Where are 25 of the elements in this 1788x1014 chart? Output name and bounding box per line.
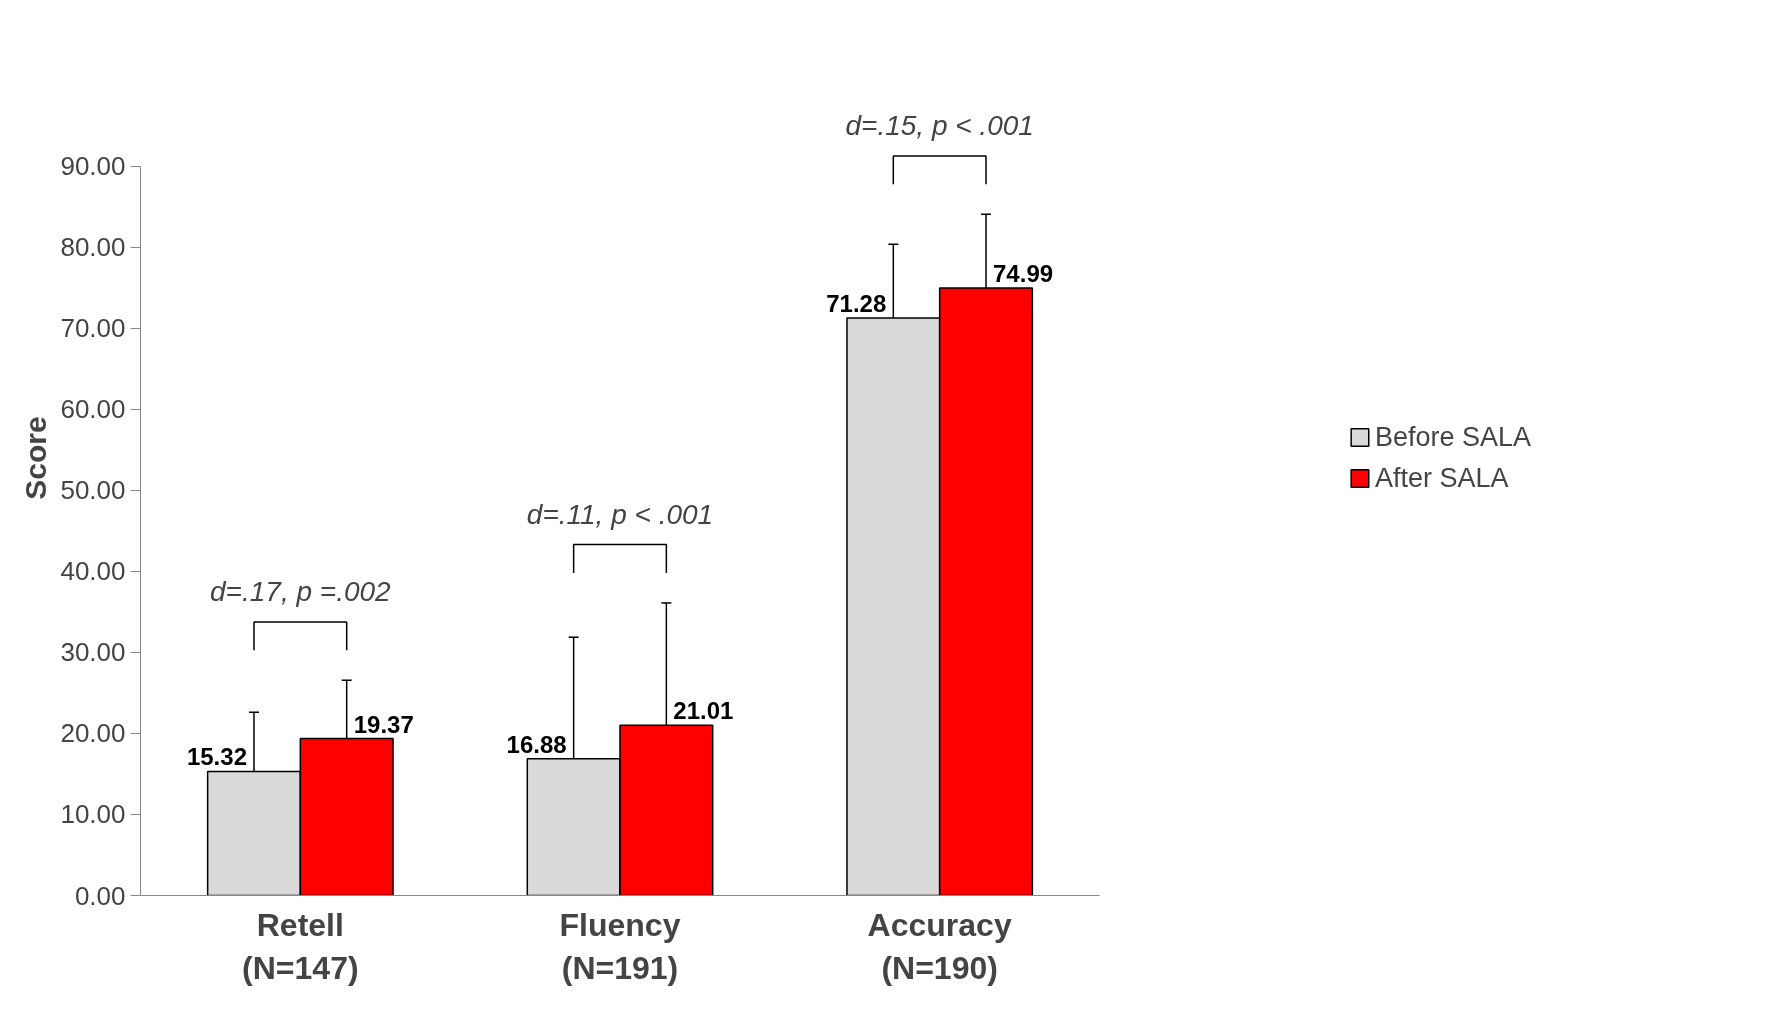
y-tick-label: 70.00 — [60, 313, 126, 344]
data-label: 21.01 — [673, 697, 734, 725]
y-axis-title: Score — [19, 416, 53, 500]
y-tick-label: 80.00 — [60, 232, 126, 263]
data-label: 19.37 — [353, 710, 414, 738]
y-tick-label: 40.00 — [60, 556, 126, 587]
annotation: d=.17, p =.002 — [210, 576, 392, 608]
data-label: 15.32 — [186, 743, 247, 771]
y-tick-label: 0.00 — [74, 880, 126, 911]
legend-label: After SALA — [1374, 462, 1509, 494]
data-label: 16.88 — [506, 730, 567, 758]
y-tick-label: 20.00 — [60, 718, 126, 749]
text: d=.15, p < .001 — [845, 110, 1034, 142]
annotation: d=.11, p < .001 — [526, 499, 714, 531]
y-tick-label: 50.00 — [60, 475, 126, 506]
y-tick-label: 30.00 — [60, 637, 126, 668]
data-label: 71.28 — [826, 290, 887, 317]
legend-label: Before SALA — [1374, 421, 1532, 453]
y-tick-label: 60.00 — [60, 394, 126, 425]
data-label: 74.99 — [993, 259, 1054, 287]
x-tick-label: Accuracy (N=190) — [867, 906, 1012, 986]
x-tick-label: Fluency (N=191) — [559, 906, 681, 986]
y-tick-label: 90.00 — [60, 151, 126, 182]
x-tick-label: Retell (N=147) — [242, 906, 359, 986]
y-tick-label: 10.00 — [60, 799, 126, 830]
